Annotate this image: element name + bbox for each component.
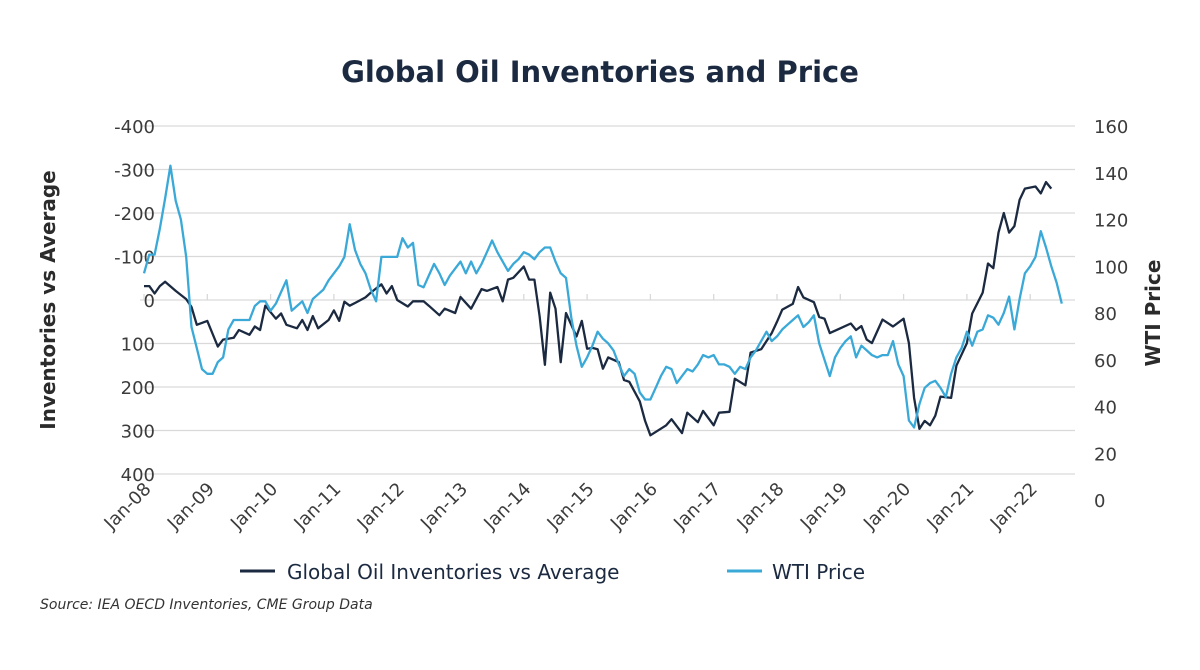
right-axis-ticks: 160 140 120 100 80 60 40 20 0: [1094, 117, 1128, 512]
right-tick-label: 0: [1094, 491, 1105, 512]
x-tick-label: Jan-16: [606, 479, 662, 535]
x-tick-label: Jan-08: [100, 479, 156, 535]
x-tick-label: Jan-18: [733, 479, 789, 535]
right-tick-label: 60: [1094, 351, 1117, 372]
left-tick-label: -400: [114, 117, 155, 138]
chart-title: Global Oil Inventories and Price: [341, 55, 859, 89]
x-tick-label: Jan-11: [289, 479, 345, 535]
x-tick-label: Jan-22: [986, 479, 1042, 535]
left-tick-label: -300: [114, 161, 155, 182]
left-axis-ticks: -400 -300 -200 -100 0 100 200 300 400: [114, 117, 155, 486]
wti-price-line: [142, 164, 1063, 429]
legend-label-wti: WTI Price: [772, 560, 865, 584]
x-tick-label: Jan-12: [353, 479, 409, 535]
x-tick-label: Jan-19: [796, 479, 852, 535]
x-tick-label: Jan-17: [669, 479, 725, 535]
right-tick-label: 160: [1094, 117, 1128, 138]
left-tick-label: 400: [121, 465, 155, 486]
x-tick-label: Jan-15: [543, 479, 599, 535]
left-tick-label: -100: [114, 248, 155, 269]
right-tick-label: 100: [1094, 257, 1128, 278]
series-lines: [142, 164, 1063, 437]
right-tick-label: 40: [1094, 398, 1117, 419]
x-tick-label: Jan-10: [226, 479, 282, 535]
right-tick-label: 20: [1094, 444, 1117, 465]
left-tick-label: 0: [144, 291, 155, 312]
left-axis-title: Inventories vs Average: [36, 170, 60, 429]
legend: Global Oil Inventories vs Average WTI Pr…: [240, 560, 865, 584]
x-tick-label: Jan-21: [922, 479, 978, 535]
left-tick-label: 300: [121, 422, 155, 443]
x-tick-label: Jan-14: [479, 479, 535, 535]
x-tick-label: Jan-20: [859, 479, 915, 535]
x-tick-label: Jan-13: [416, 479, 472, 535]
legend-label-inventories: Global Oil Inventories vs Average: [287, 560, 619, 584]
x-tick-label: Jan-09: [163, 479, 219, 535]
right-axis-title: WTI Price: [1141, 260, 1165, 367]
right-tick-label: 80: [1094, 304, 1117, 325]
left-tick-label: -200: [114, 204, 155, 225]
inventories-line: [144, 180, 1053, 437]
left-tick-label: 200: [121, 378, 155, 399]
left-tick-label: 100: [121, 335, 155, 356]
right-tick-label: 140: [1094, 164, 1128, 185]
source-note: Source: IEA OECD Inventories, CME Group …: [40, 597, 373, 613]
gridlines: [140, 125, 1075, 475]
right-tick-label: 120: [1094, 211, 1128, 232]
